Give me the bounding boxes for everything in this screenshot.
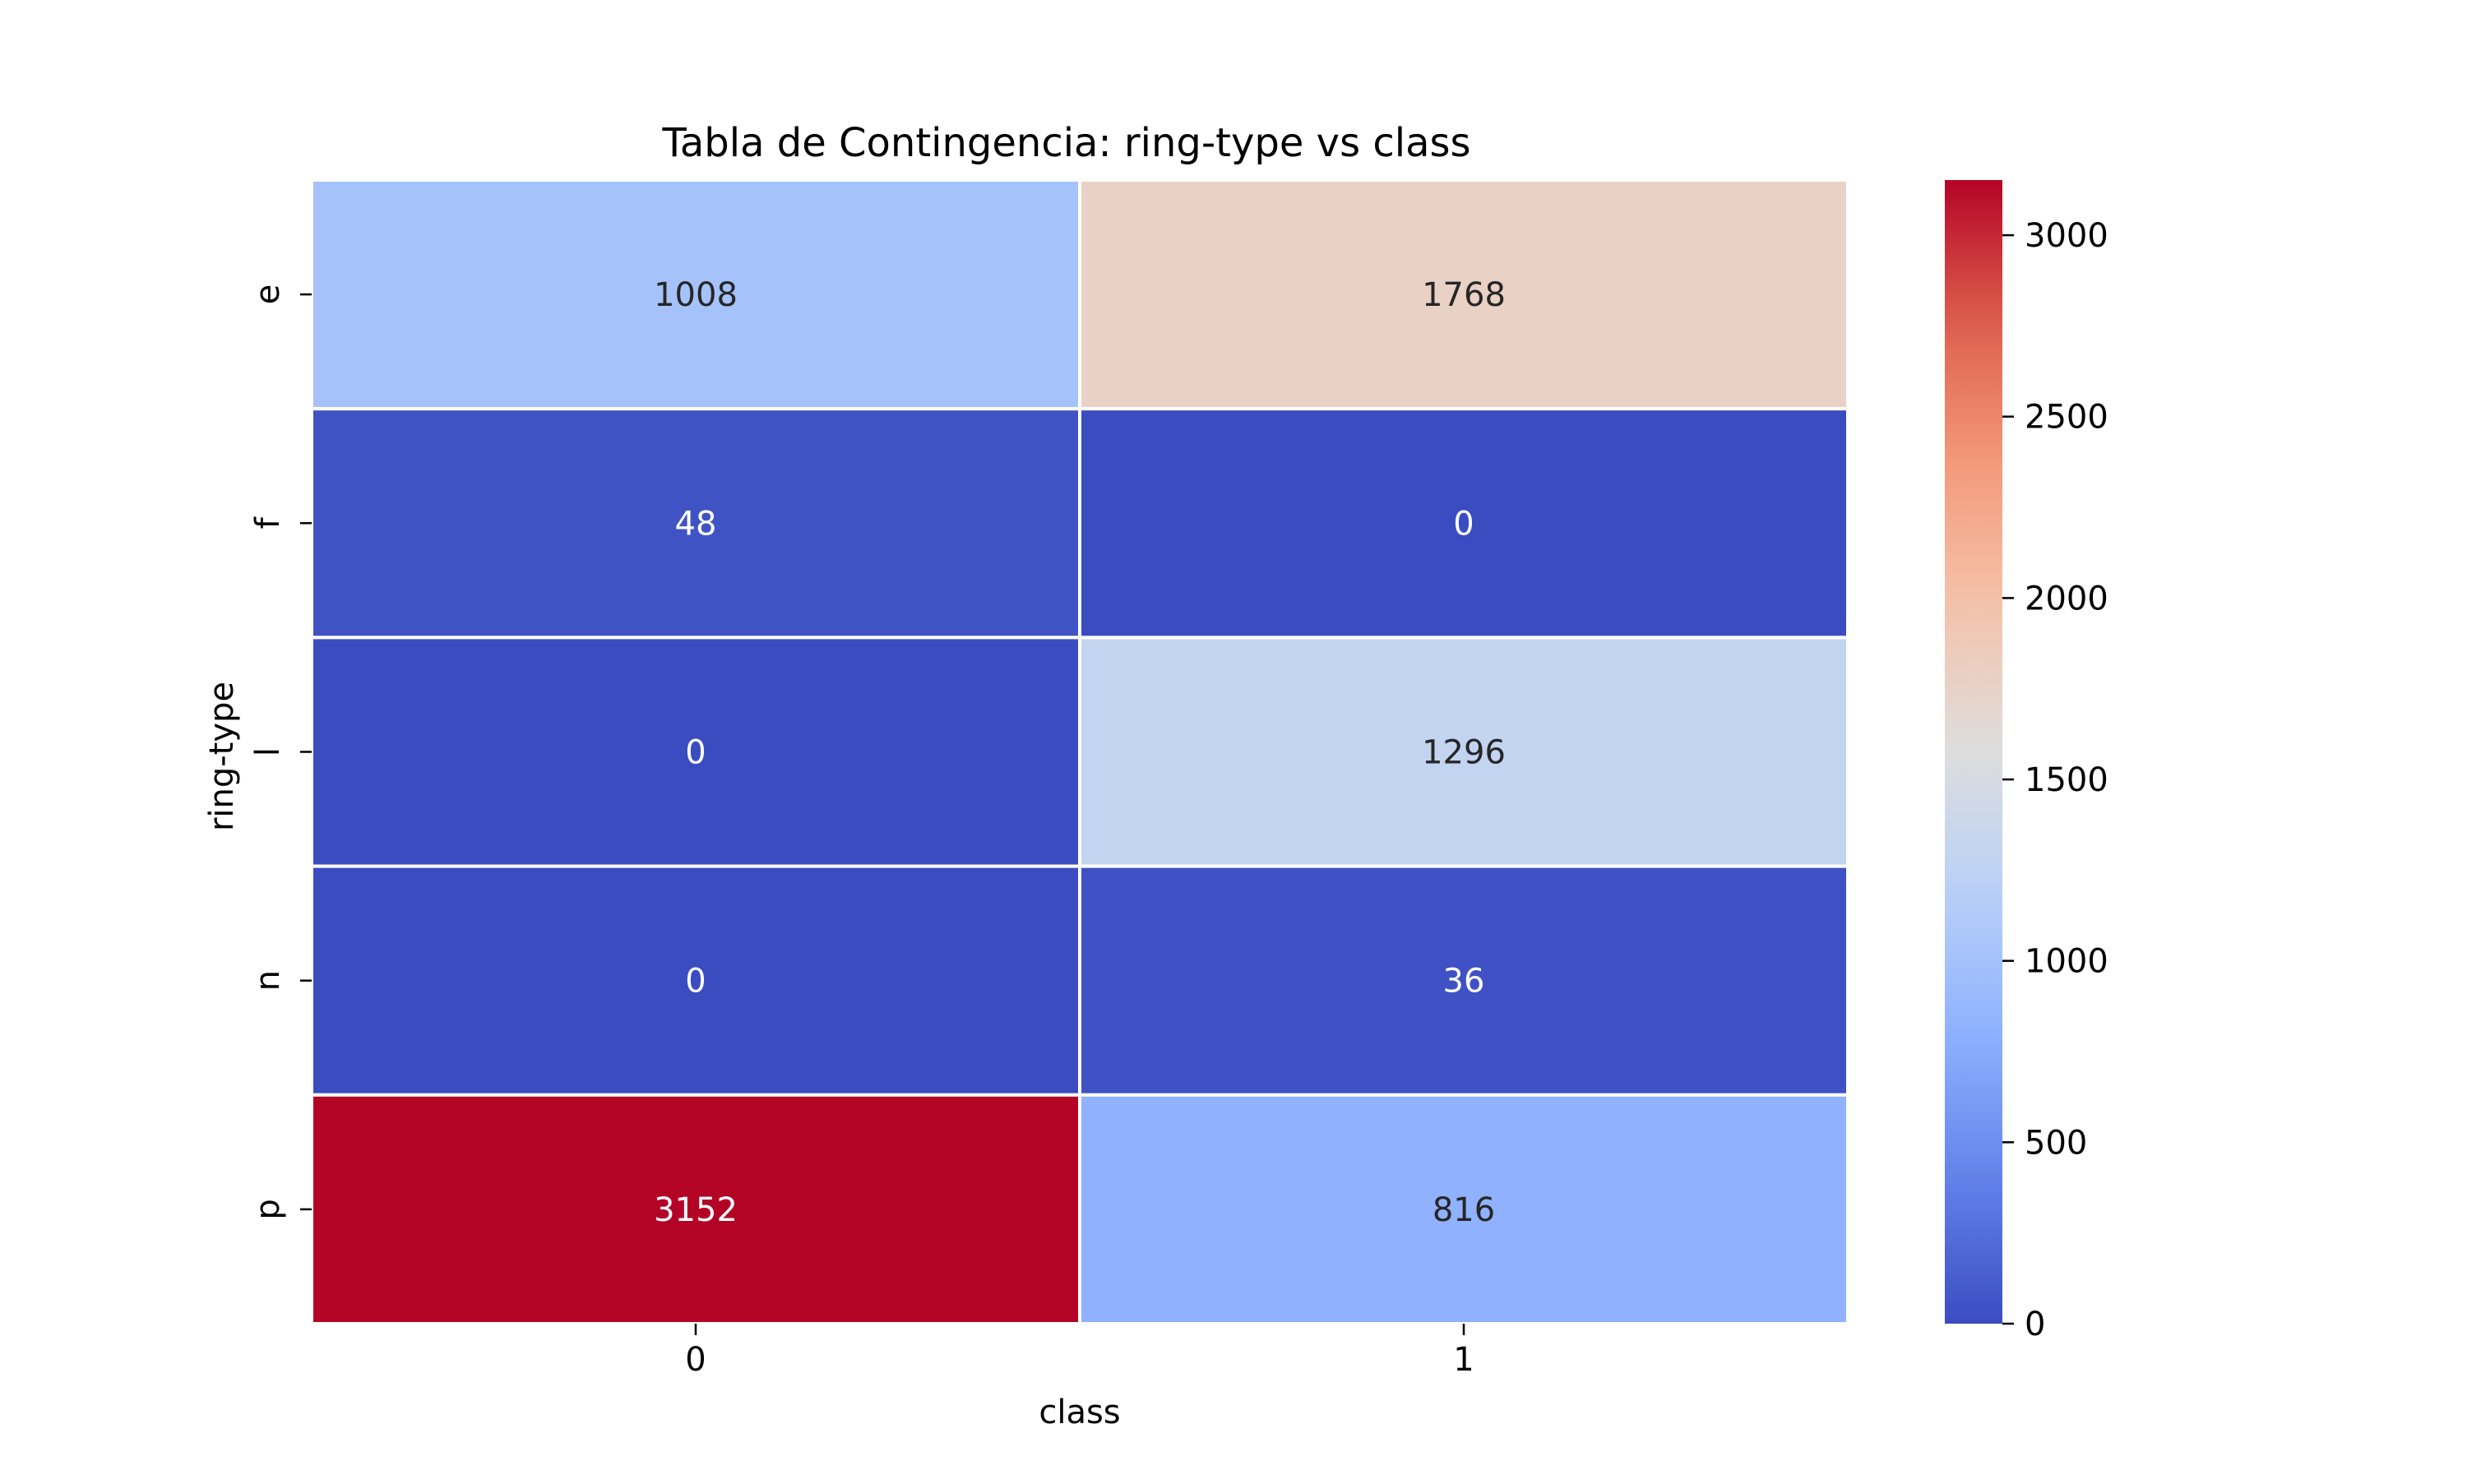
- cell-annotation: 3152: [654, 1191, 738, 1229]
- y-tick-label: e: [249, 284, 287, 305]
- x-tick-label: 0: [685, 1341, 706, 1379]
- heatmap-cell: [1078, 636, 1849, 868]
- heatmap-cell: [1078, 407, 1849, 640]
- cell-annotation: 0: [1453, 505, 1474, 543]
- cell-annotation: 1768: [1422, 276, 1506, 314]
- colorbar-ticks: 0 500 1000 1500 2000 2500 3000: [2002, 217, 2108, 1343]
- x-axis-label: class: [1039, 1394, 1120, 1431]
- colorbar-tick-label: 500: [2025, 1124, 2087, 1162]
- colorbar-tick-label: 1000: [2025, 943, 2108, 981]
- colorbar-tick-label: 0: [2025, 1306, 2045, 1343]
- y-axis-label: ring-type: [203, 682, 241, 831]
- y-axis-ticks: e f l n p: [249, 284, 312, 1220]
- cell-annotation: 1008: [654, 276, 738, 314]
- cell-annotation: 0: [685, 963, 706, 1001]
- heatmap-cell: [310, 636, 1081, 868]
- colorbar-tick-label: 1500: [2025, 761, 2108, 799]
- heatmap-cell: [310, 178, 1081, 411]
- x-tick-label: 1: [1453, 1341, 1474, 1379]
- heatmap-cell: [1078, 864, 1849, 1097]
- cell-annotations: 1008 1768 48 0 0 1296 0 36 3152 816: [654, 276, 1506, 1229]
- chart-title: Tabla de Contingencia: ring-type vs clas…: [662, 120, 1471, 166]
- heatmap-cell: [1078, 1093, 1849, 1326]
- heatmap-cell: [1078, 178, 1849, 411]
- y-tick-label: f: [249, 516, 287, 529]
- colorbar-tick-label: 2000: [2025, 580, 2108, 617]
- y-tick-label: l: [249, 747, 287, 756]
- cell-annotation: 0: [685, 734, 706, 772]
- heatmap-cell: [310, 407, 1081, 640]
- colorbar-tick-label: 3000: [2025, 217, 2108, 255]
- colorbar-tick-label: 2500: [2025, 399, 2108, 437]
- cell-annotation: 48: [675, 505, 717, 543]
- cell-annotation: 1296: [1422, 734, 1506, 772]
- heatmap-cells: [310, 178, 1849, 1326]
- cell-annotation: 816: [1433, 1191, 1495, 1229]
- colorbar: [1945, 180, 2002, 1324]
- y-tick-label: p: [249, 1199, 287, 1219]
- cell-annotation: 36: [1443, 963, 1485, 1001]
- y-tick-label: n: [249, 970, 287, 991]
